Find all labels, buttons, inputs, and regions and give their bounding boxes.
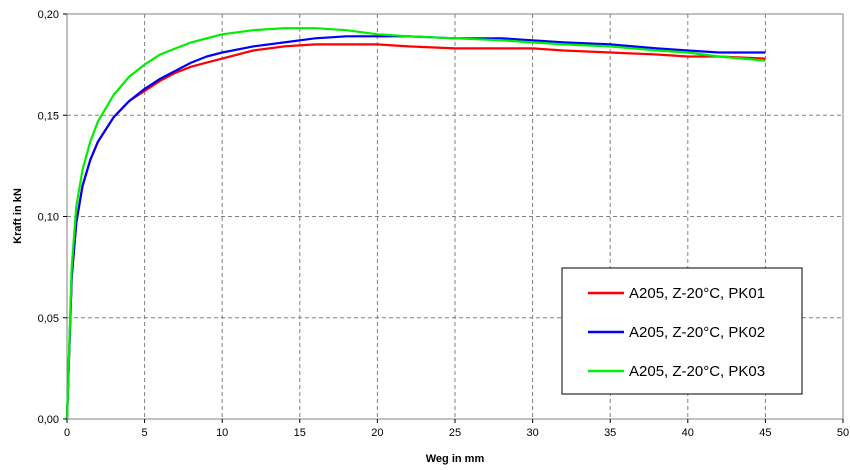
y-axis-title: Kraft in kN	[12, 188, 24, 244]
x-tick-label: 25	[449, 427, 461, 439]
legend: A205, Z-20°C, PK01 A205, Z-20°C, PK02 A205…	[561, 267, 803, 395]
x-tick-label: 40	[682, 427, 694, 439]
x-tick-label: 0	[64, 427, 70, 439]
y-axis: 0,00 0,05 0,10 0,15 0,20	[38, 9, 67, 426]
y-tick-label: 0,00	[38, 414, 59, 426]
legend-label-1: A205, Z-20°C, PK01	[629, 285, 765, 302]
legend-label-3: A205, Z-20°C, PK03	[629, 363, 765, 380]
x-tick-label: 10	[216, 427, 228, 439]
legend-label-2: A205, Z-20°C, PK02	[629, 324, 765, 341]
y-tick-label: 0,10	[38, 212, 59, 224]
series-group	[65, 27, 766, 420]
x-tick-label: 15	[294, 427, 306, 439]
y-tick-label: 0,20	[38, 9, 59, 21]
x-axis: 0 5 10 15 20 25 30 35 40 45 50	[64, 419, 849, 439]
x-tick-label: 5	[142, 427, 148, 439]
x-tick-label: 45	[759, 427, 771, 439]
x-tick-label: 30	[526, 427, 538, 439]
y-tick-label: 0,05	[38, 313, 59, 325]
x-tick-label: 50	[837, 427, 849, 439]
series-line-2	[65, 35, 766, 420]
x-tick-label: 20	[371, 427, 383, 439]
series-line-3	[65, 27, 766, 420]
y-tick-label: 0,15	[38, 110, 59, 122]
x-axis-title: Weg in mm	[426, 453, 485, 465]
x-tick-label: 35	[604, 427, 616, 439]
